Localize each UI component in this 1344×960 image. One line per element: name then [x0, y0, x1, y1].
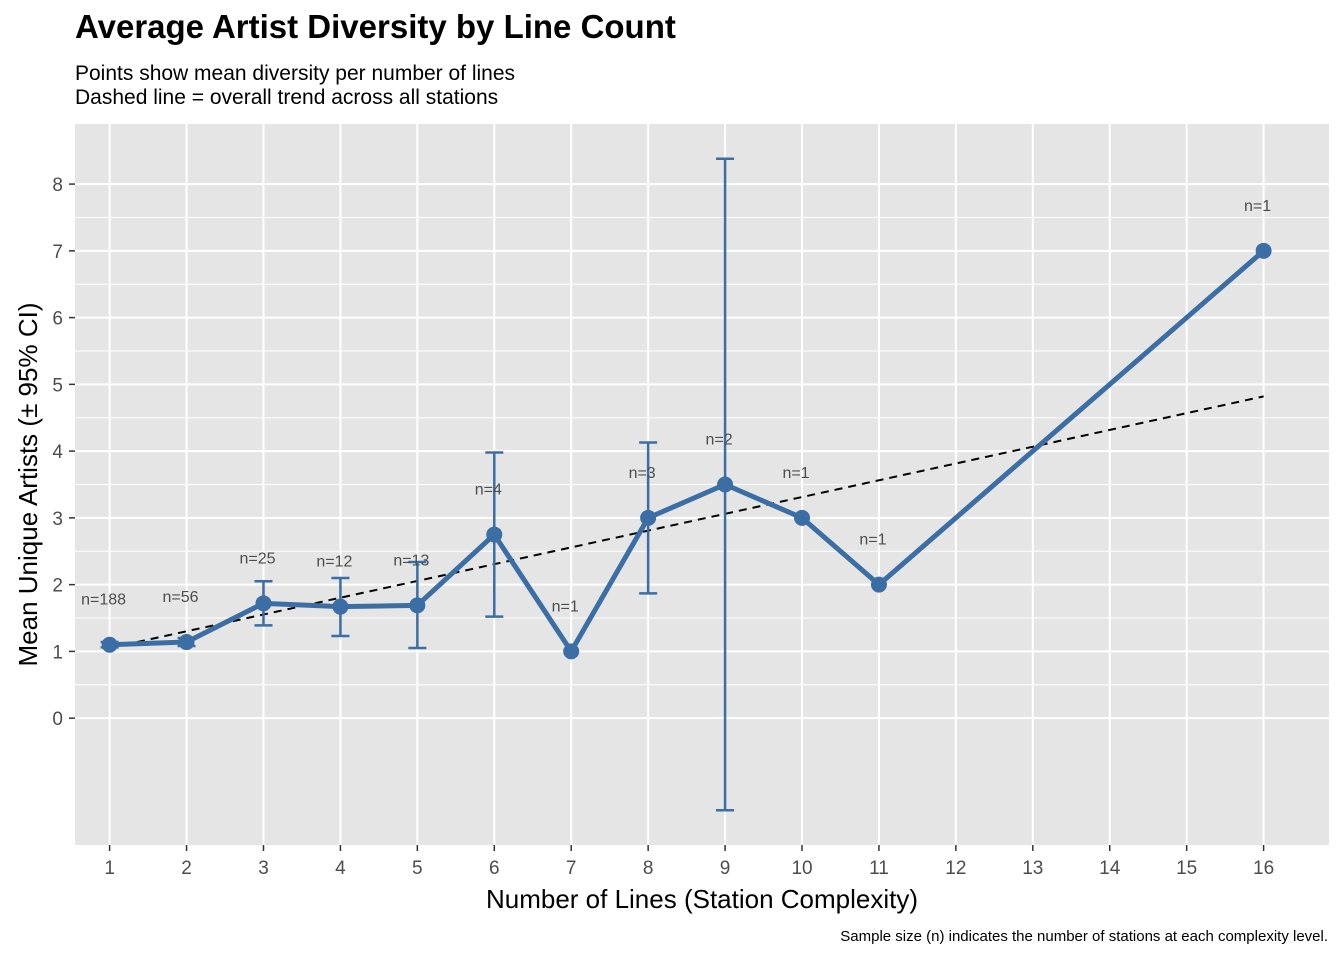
x-tick-label: 10 [791, 858, 812, 879]
data-point [563, 643, 580, 660]
x-tick-label: 6 [489, 858, 500, 879]
chart-subtitle-line-2: Dashed line = overall trend across all s… [75, 86, 499, 109]
data-point [1255, 242, 1272, 259]
series-layer [100, 157, 1272, 812]
minor-gridlines [75, 216, 1329, 686]
y-tick-label: 2 [52, 576, 63, 597]
sample-size-label: n=2 [706, 432, 733, 449]
data-point [717, 476, 734, 493]
x-tick-label: 5 [412, 858, 423, 879]
sample-size-label: n=56 [163, 589, 199, 606]
data-point [870, 576, 887, 593]
sample-size-label: n=3 [629, 465, 656, 482]
x-tick-label: 14 [1099, 858, 1121, 879]
x-tick-label: 4 [335, 858, 346, 879]
x-tick-label: 9 [720, 858, 731, 879]
data-point [178, 634, 195, 651]
sample-size-label: n=13 [393, 552, 429, 569]
y-tick-label: 0 [52, 709, 63, 730]
series-line [109, 248, 1266, 654]
x-tick-label: 16 [1253, 858, 1274, 879]
data-point [486, 526, 503, 543]
data-point [640, 509, 657, 526]
sample-size-label: n=1 [859, 532, 886, 549]
sample-size-label: n=25 [239, 550, 275, 567]
sample-size-label: n=1 [552, 598, 579, 615]
x-tick-label: 7 [566, 858, 577, 879]
y-tick-label: 8 [52, 175, 63, 196]
data-point [255, 595, 272, 612]
major-gridlines [75, 124, 1329, 845]
sample-size-label: n=1 [782, 465, 809, 482]
x-tick-label: 3 [258, 858, 269, 879]
sample-size-label: n=4 [475, 482, 502, 499]
chart-title: Average Artist Diversity by Line Count [75, 8, 676, 45]
chart-caption: Sample size (n) indicates the number of … [840, 928, 1328, 945]
y-axis-title: Mean Unique Artists (± 95% CI) [13, 303, 43, 667]
y-tick-label: 6 [52, 309, 63, 330]
y-tick-label: 7 [52, 242, 63, 263]
data-point [409, 597, 426, 614]
y-tick-label: 4 [52, 442, 63, 463]
x-tick-label: 2 [181, 858, 192, 879]
x-tick-label: 11 [869, 858, 889, 879]
x-tick-label: 15 [1176, 858, 1197, 879]
x-tick-label: 8 [643, 858, 654, 879]
sample-size-labels: n=188 n=56 n=25 n=12 n=13 n=4 n=1 n=3 n=2 n=1 n=1 n… [81, 198, 1271, 616]
x-tick-label: 12 [945, 858, 966, 879]
data-point [794, 509, 811, 526]
y-tick-label: 3 [52, 509, 63, 530]
sample-size-label: n=188 [81, 592, 126, 609]
data-point [101, 636, 118, 653]
data-point [332, 598, 349, 615]
x-tick-label: 13 [1022, 858, 1043, 879]
x-tick-label: 1 [104, 858, 115, 879]
chart-subtitle-line-1: Points show mean diversity per number of… [75, 62, 516, 85]
y-tick-label: 5 [52, 375, 63, 396]
sample-size-label: n=1 [1244, 198, 1271, 215]
y-tick-label: 1 [52, 642, 63, 663]
x-axis-title: Number of Lines (Station Complexity) [486, 884, 918, 914]
sample-size-label: n=12 [316, 554, 352, 571]
